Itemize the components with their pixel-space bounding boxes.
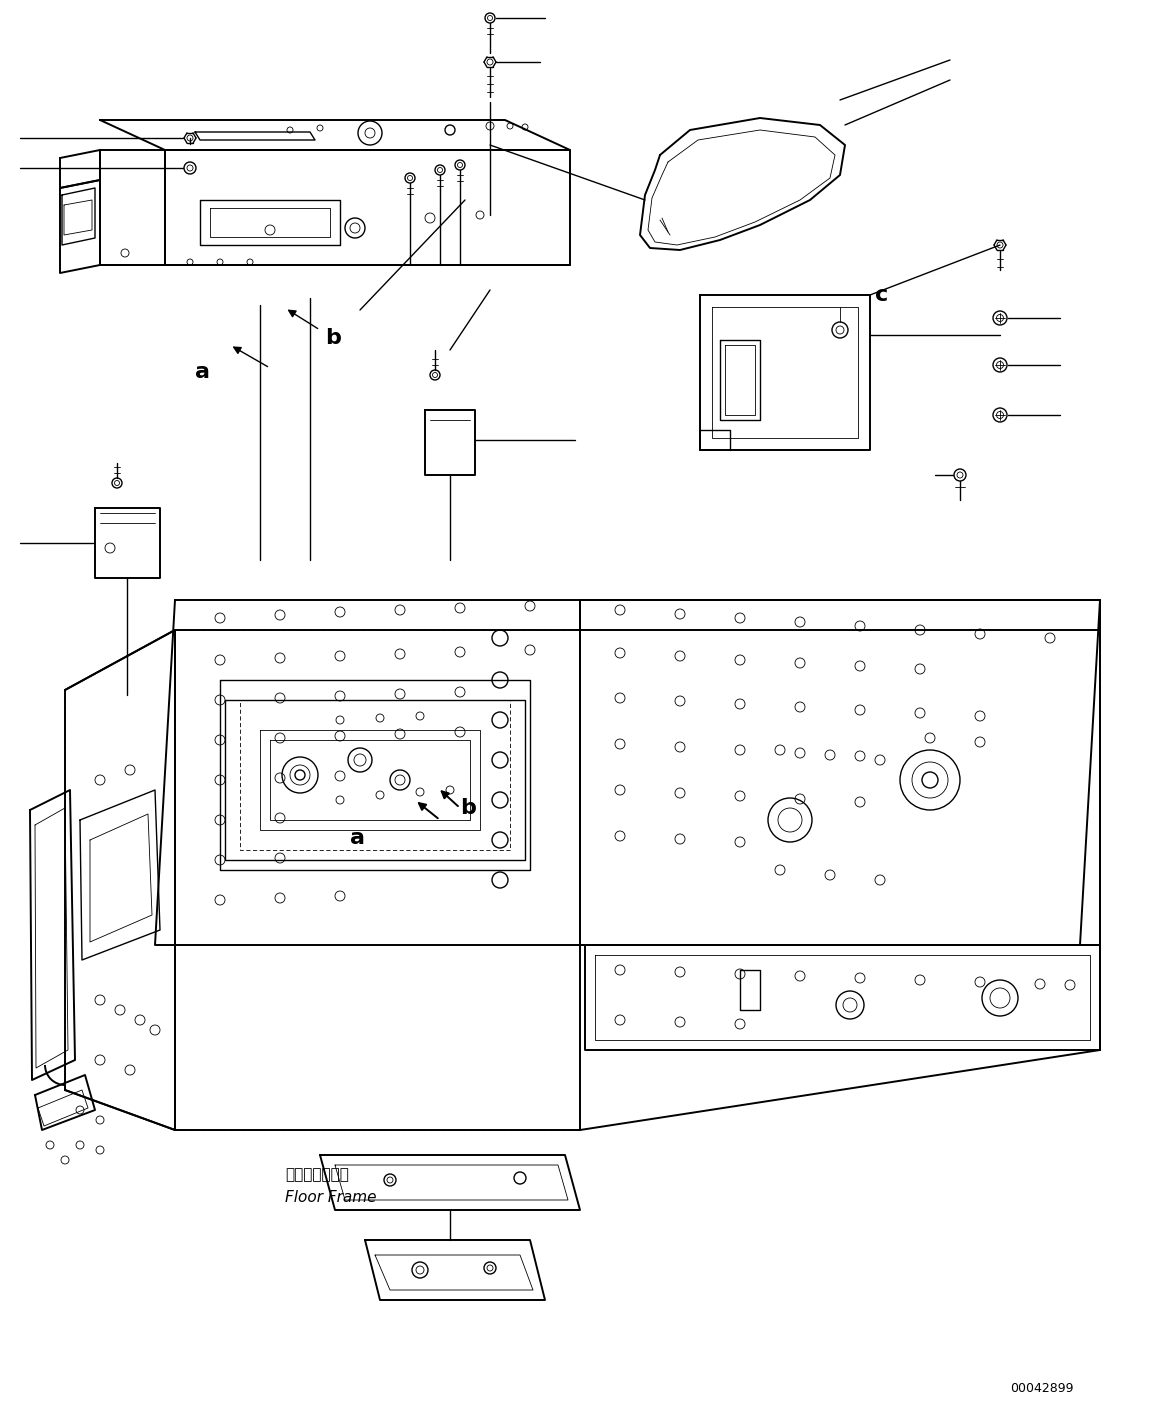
- Text: b: b: [324, 328, 341, 348]
- Text: フロアフレーム: フロアフレーム: [285, 1168, 349, 1182]
- Text: a: a: [195, 362, 211, 382]
- Text: a: a: [350, 828, 365, 848]
- Text: Floor Frame: Floor Frame: [285, 1191, 377, 1206]
- Text: c: c: [875, 285, 889, 304]
- Text: b: b: [461, 797, 476, 819]
- Text: 00042899: 00042899: [1009, 1381, 1073, 1395]
